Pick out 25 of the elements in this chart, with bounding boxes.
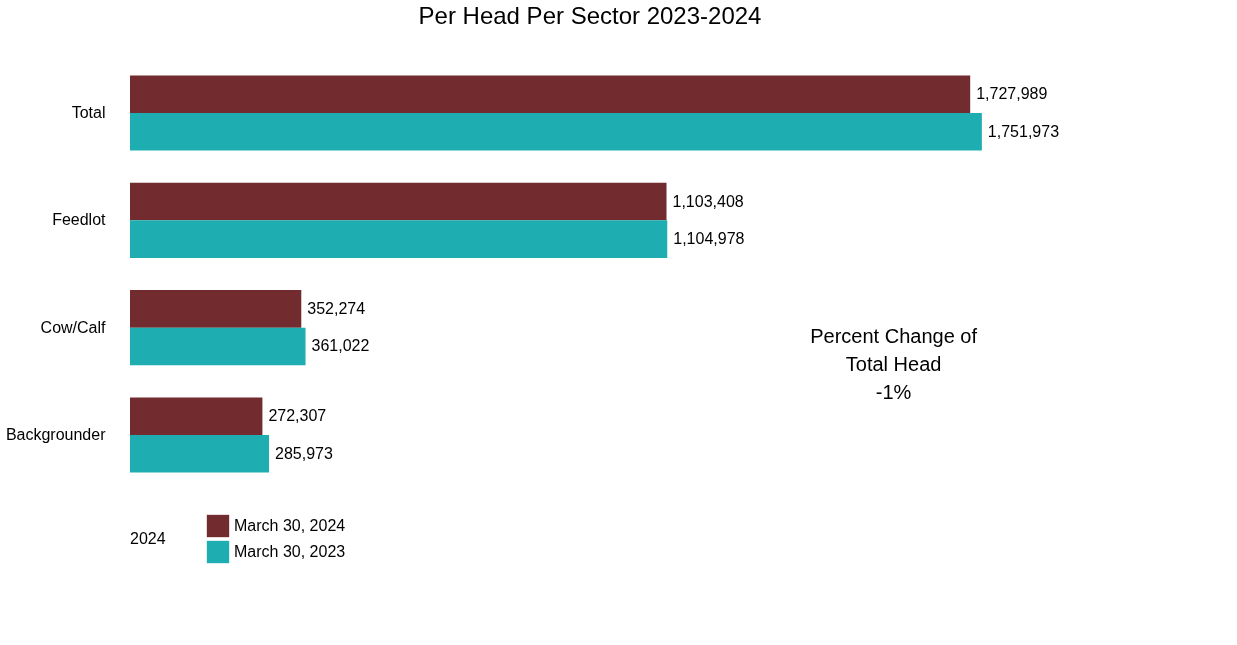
bar [130,327,306,366]
annotation: Percent Change of Total Head -1% [810,324,978,403]
data-label: 352,274 [307,299,366,317]
bar [130,182,667,221]
y-tick-label: Backgrounder [5,425,107,443]
data-label: 1,727,989 [976,85,1048,103]
bar [130,290,302,328]
y-tick-label: Total [71,104,106,122]
bar [130,220,668,258]
bar [130,75,971,114]
legend-title: 2024 [130,530,166,547]
legend-label: March 30, 2024 [234,517,346,534]
data-label: 285,973 [275,444,333,462]
data-label: 1,103,408 [672,192,744,210]
data-label: 1,751,973 [987,122,1060,140]
data-label: 1,104,978 [673,230,745,248]
chart-title: Per Head Per Sector 2023-2024 [418,2,762,29]
bar [130,397,263,435]
y-tick-label: Cow/Calf [40,318,107,336]
bar [130,113,982,151]
legend-label: March 30, 2023 [234,543,346,560]
bar [130,434,270,473]
data-label: 361,022 [311,337,370,355]
data-label: 272,307 [268,407,327,425]
y-tick-label: Feedlot [52,211,107,229]
